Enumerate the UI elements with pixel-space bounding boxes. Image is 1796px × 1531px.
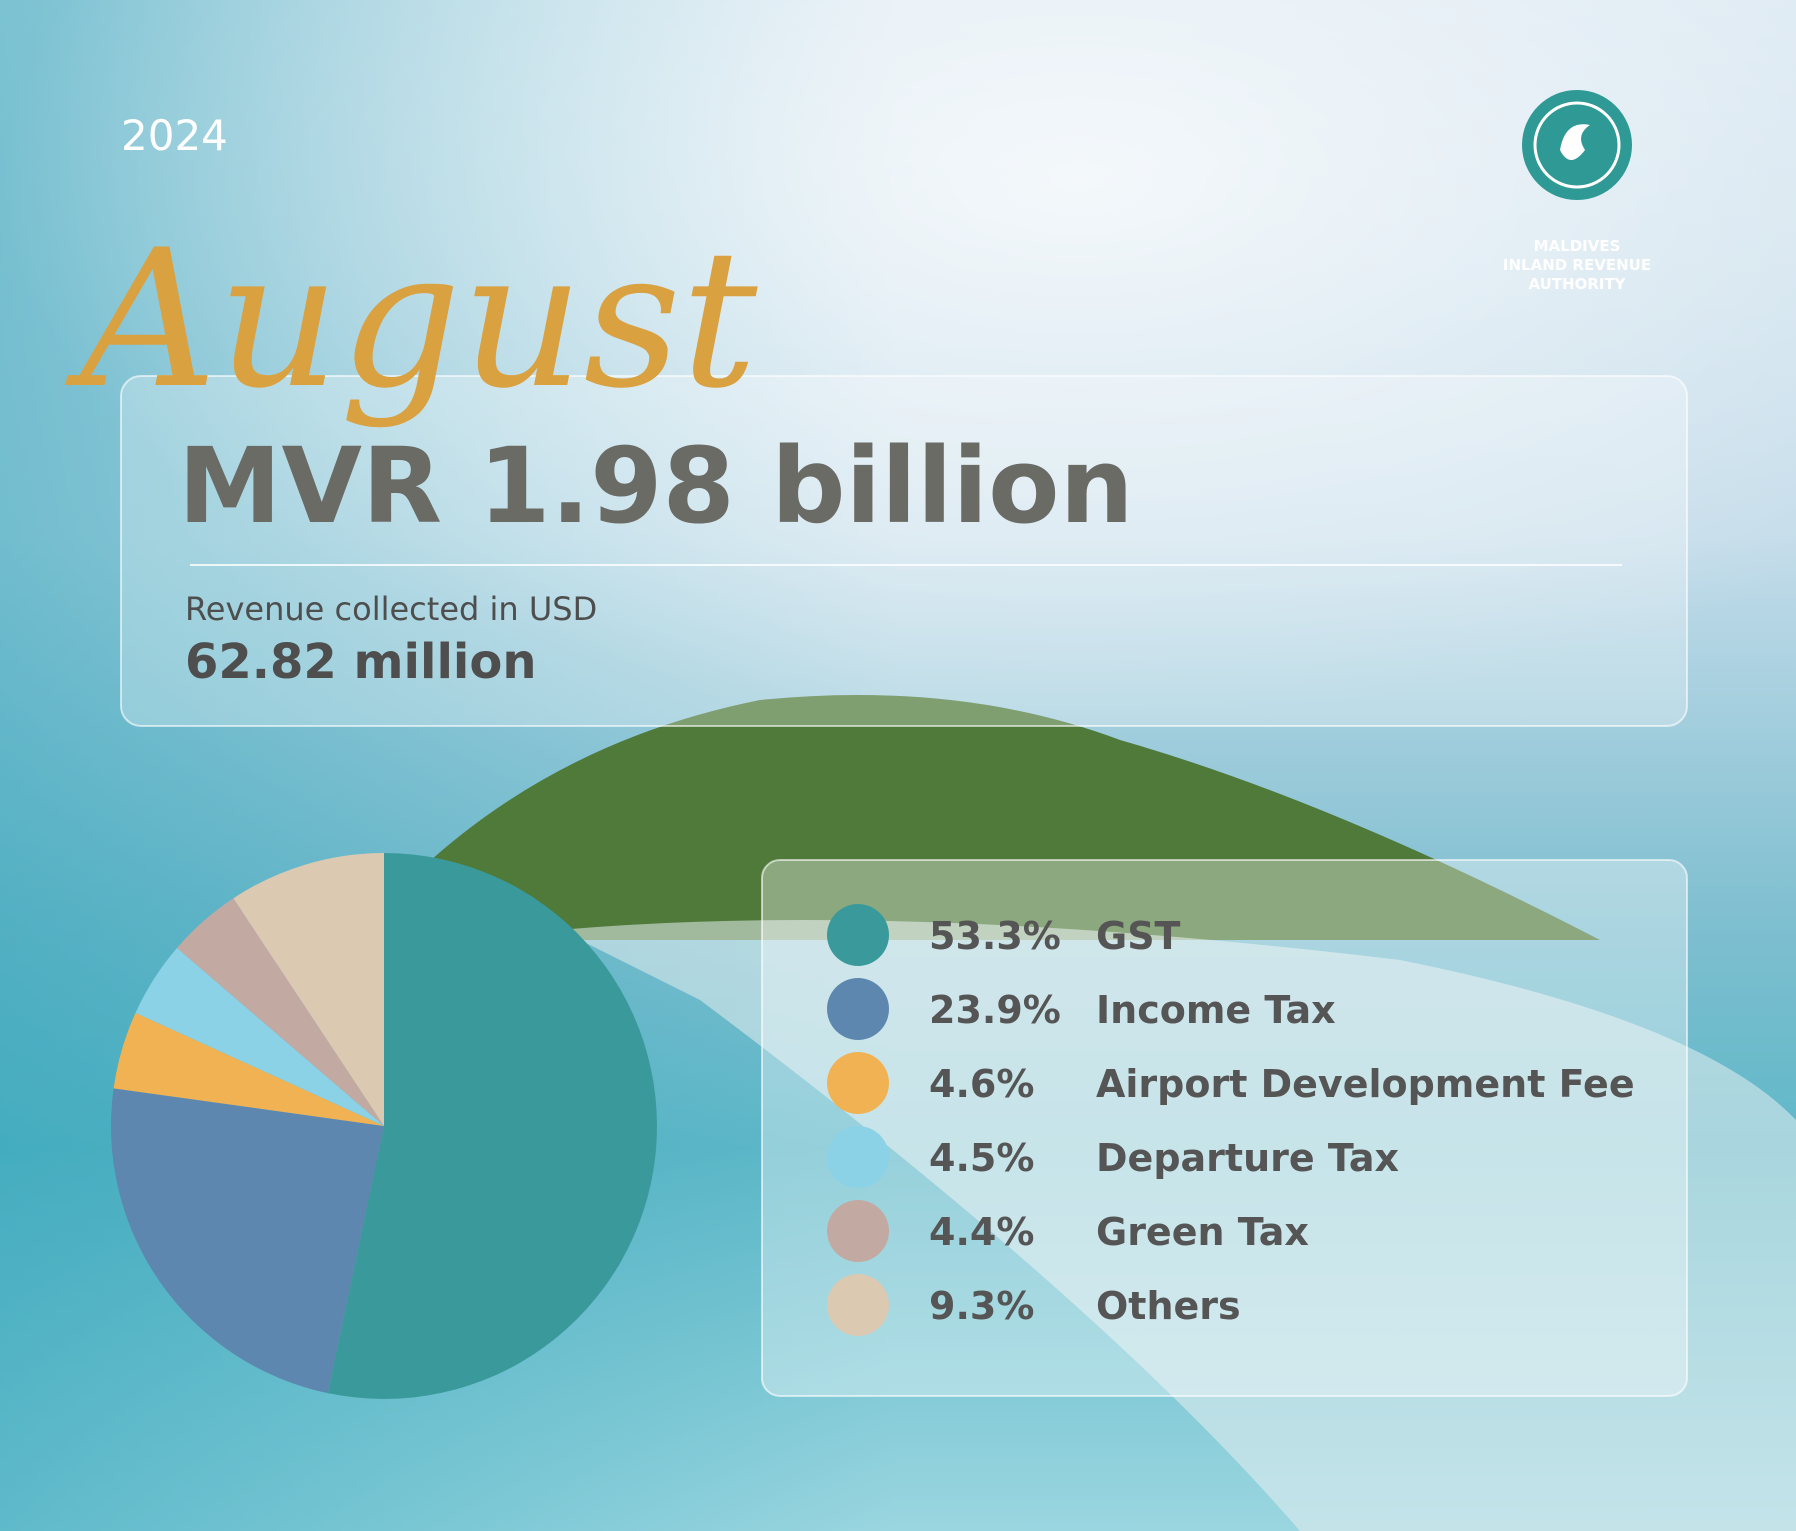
pie-slice xyxy=(327,853,658,1399)
year: 2024 xyxy=(121,111,228,160)
legend-label: GST xyxy=(1096,914,1181,958)
logo-text: INLAND REVENUE xyxy=(1503,256,1651,274)
legend-label: Airport Development Fee xyxy=(1096,1062,1635,1106)
caption: Revenue collected in USD xyxy=(185,590,597,628)
logo-text: MALDIVES xyxy=(1534,237,1621,255)
logo-text: AUTHORITY xyxy=(1528,275,1626,293)
summary-panel xyxy=(120,375,1688,727)
pie-slice xyxy=(176,898,384,1126)
legend-label: Others xyxy=(1096,1284,1241,1328)
legend-value: 4.5% xyxy=(929,1136,1034,1180)
legend-value: 53.3% xyxy=(929,914,1061,958)
headline: MVR 1.98 billion xyxy=(178,425,1134,547)
legend-value: 23.9% xyxy=(929,988,1061,1032)
legend-swatch xyxy=(827,1052,889,1114)
pie-slice xyxy=(113,1012,384,1126)
island xyxy=(420,695,1600,940)
legend-value: 4.6% xyxy=(929,1062,1034,1106)
legend-swatch xyxy=(827,904,889,966)
pie-slice xyxy=(110,1088,385,1394)
legend-label: Income Tax xyxy=(1096,988,1336,1032)
pie-slice xyxy=(233,853,384,1126)
month-title: August xyxy=(65,209,758,430)
legend-swatch xyxy=(827,1200,889,1262)
logo xyxy=(1522,90,1632,200)
legend-label: Green Tax xyxy=(1096,1210,1309,1254)
legend-panel xyxy=(761,859,1688,1397)
legend-value: 9.3% xyxy=(929,1284,1034,1328)
legend-value: 4.4% xyxy=(929,1210,1034,1254)
legend-label: Departure Tax xyxy=(1096,1136,1399,1180)
caption-value: 62.82 million xyxy=(185,634,537,690)
pie xyxy=(110,853,658,1399)
legend-swatch xyxy=(827,1126,889,1188)
pie-slice xyxy=(135,948,384,1126)
legend-swatch xyxy=(827,1274,889,1336)
legend: 53.3% GST 23.9% Income Tax 4.6% Airport Devel… xyxy=(827,904,1635,1336)
legend-swatch xyxy=(827,978,889,1040)
